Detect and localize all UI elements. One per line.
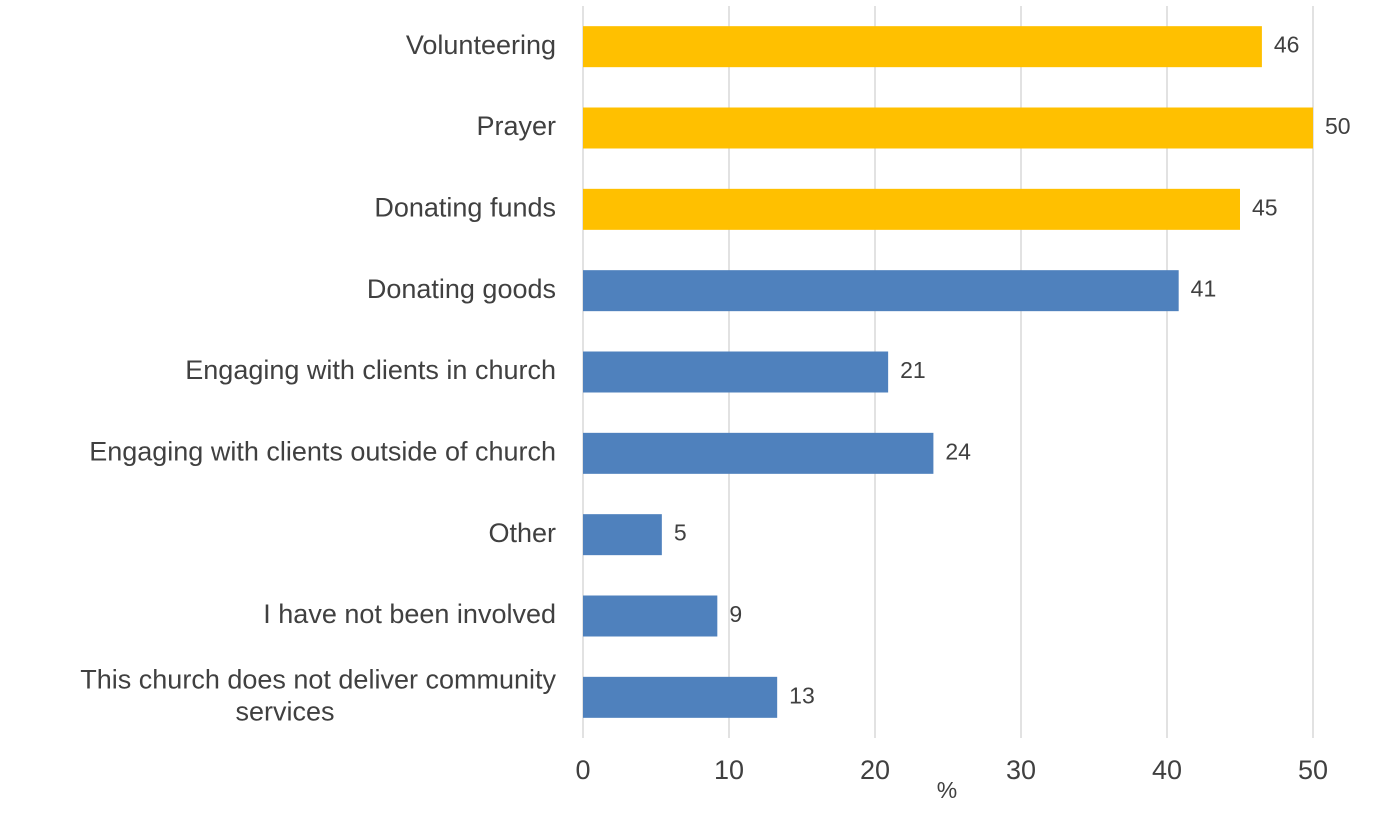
value-label: 46 [1274,32,1300,58]
bar-i-have-not-been-involved [583,595,718,637]
x-axis-title: % [937,777,957,803]
category-label: Volunteering [406,30,556,60]
category-label: Engaging with clients outside of church [89,436,556,466]
value-label: 45 [1252,194,1278,220]
value-label: 24 [945,438,971,464]
category-labels: Volunteering Prayer Donating funds Donating… [80,30,556,727]
value-label: 41 [1191,276,1217,302]
category-label: Other [488,518,556,548]
value-labels: 46 50 45 41 21 24 5 9 13 [674,32,1351,709]
value-label: 13 [789,682,815,708]
category-label: Engaging with clients in church [185,355,556,385]
category-label-line: services [235,696,334,726]
x-tick-label: 50 [1298,755,1328,785]
value-label: 9 [729,601,742,627]
category-label: I have not been involved [263,599,556,629]
bar-volunteering [583,26,1262,68]
bar-prayer [583,107,1313,149]
value-label: 21 [900,357,926,383]
x-tick-label: 0 [575,755,590,785]
x-tick-label: 20 [860,755,890,785]
x-tick-label: 10 [714,755,744,785]
category-label: Prayer [476,111,556,141]
category-label: Donating funds [374,192,556,222]
bar-this-church-does-not-deliver-community-services [583,676,778,718]
x-tick-label: 30 [1006,755,1036,785]
x-tick-label: 40 [1152,755,1182,785]
value-label: 5 [674,520,687,546]
bar-donating-funds [583,188,1240,230]
bar-engaging-with-clients-outside-of-church [583,432,934,474]
bars [583,26,1313,718]
bar-donating-goods [583,270,1179,312]
category-label: Donating goods [367,274,556,304]
value-label: 50 [1325,113,1351,139]
category-label: This church does not deliver community se… [80,664,556,726]
x-tick-labels: 0 10 20 30 40 50 [575,755,1328,785]
bar-other [583,514,662,556]
bar-engaging-with-clients-in-church [583,351,889,393]
category-label-line: This church does not deliver community [80,664,556,694]
